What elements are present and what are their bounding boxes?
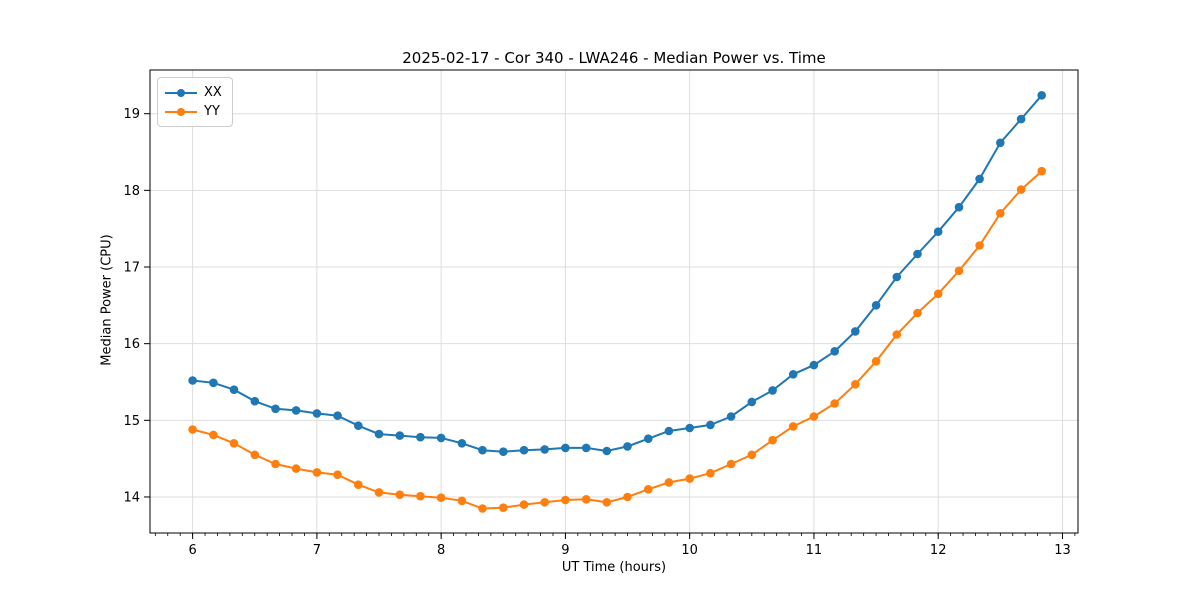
x-axis-label: UT Time (hours) (561, 560, 667, 575)
series-xx-line (192, 94, 1043, 453)
chart-title: 2025-02-17 - Cor 340 - LWA246 - Median P… (402, 49, 826, 67)
x-tick-label: 12 (930, 543, 947, 558)
series-xx-markers (188, 91, 1046, 457)
legend-marker-xx-icon (165, 88, 197, 98)
x-tick-label: 7 (313, 543, 321, 558)
legend: XX YY (157, 77, 233, 127)
x-tick-label: 8 (437, 543, 445, 558)
x-tick-label: 13 (1054, 543, 1071, 558)
legend-item-yy: YY (165, 102, 224, 121)
x-tick-label: 10 (681, 543, 698, 558)
x-axis-ticks: 6 7 8 9 10 11 12 13 (188, 533, 1071, 558)
legend-marker-yy-icon (165, 107, 197, 117)
y-tick-label: 17 (123, 261, 140, 276)
y-axis-ticks: 14 15 16 17 18 19 (123, 107, 150, 505)
y-tick-label: 18 (123, 184, 140, 199)
y-tick-label: 14 (123, 490, 140, 505)
y-axis-label: Median Power (CPU) (99, 234, 115, 366)
gridlines (150, 70, 1078, 533)
legend-label-xx: XX (204, 85, 222, 100)
y-tick-label: 15 (123, 414, 140, 429)
legend-label-yy: YY (204, 104, 220, 119)
x-tick-label: 11 (806, 543, 823, 558)
series-yy-line (192, 170, 1043, 510)
y-tick-label: 16 (123, 337, 140, 352)
legend-item-xx: XX (165, 83, 224, 102)
series-yy-markers (188, 166, 1046, 513)
y-tick-label: 19 (123, 107, 140, 122)
x-tick-label: 6 (188, 543, 196, 558)
plot-frame (149, 69, 1079, 534)
x-tick-label: 9 (561, 543, 569, 558)
